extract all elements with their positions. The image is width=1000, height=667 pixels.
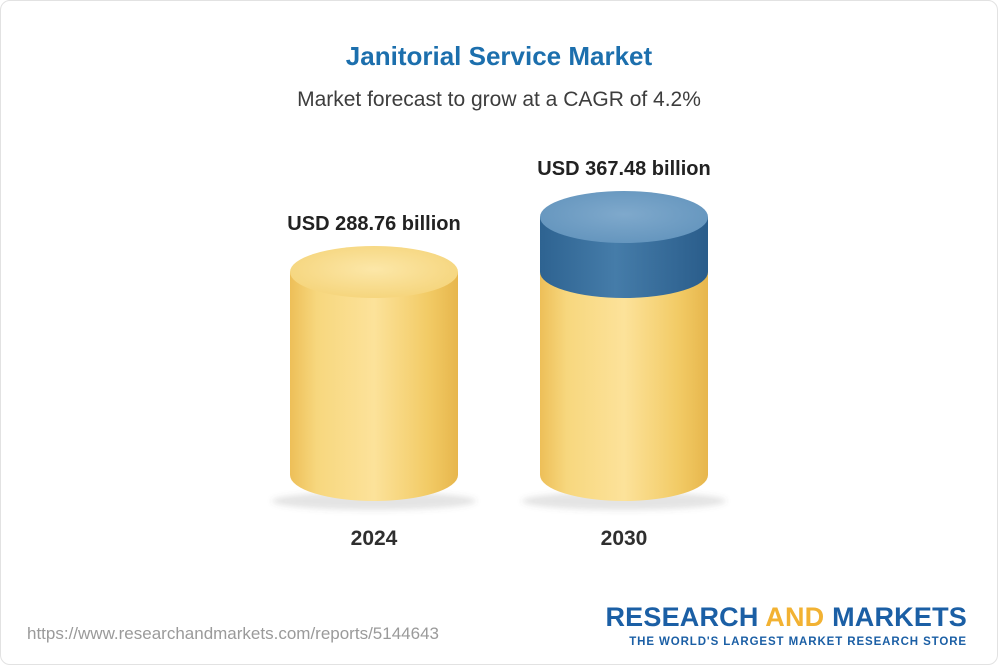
chart-title: Janitorial Service Market (345, 41, 653, 71)
bar-group-2024: USD 288.76 billion 2024 (272, 213, 476, 551)
logo-word-markets: MARKETS (832, 602, 967, 632)
research-and-markets-logo: RESEARCH AND MARKETS THE WORLD'S LARGEST… (605, 602, 967, 648)
value-label-2030: USD 367.48 billion (537, 158, 711, 180)
logo-tagline: THE WORLD'S LARGEST MARKET RESEARCH STOR… (629, 636, 967, 648)
cylinder-bar-2030 (522, 191, 726, 515)
category-label-2024: 2024 (350, 527, 398, 550)
logo-word-and: AND (765, 602, 825, 632)
category-label-2030: 2030 (600, 527, 648, 550)
value-label-2024: USD 288.76 billion (287, 213, 461, 235)
report-url: https://www.researchandmarkets.com/repor… (27, 624, 439, 643)
bar-group-2030: USD 367.48 billion 2030 (522, 158, 726, 551)
chart-subtitle: Market forecast to grow at a CAGR of 4.2… (297, 88, 701, 111)
chart-area: USD 288.76 billion 2024 USD 367.48 billi… (1, 158, 997, 551)
logo-word-research: RESEARCH (605, 602, 759, 632)
chart-header: Janitorial Service Market Market forecas… (1, 41, 997, 112)
cylinder-bar-2024 (272, 246, 476, 515)
logo-wordmark: RESEARCH AND MARKETS (605, 602, 967, 633)
